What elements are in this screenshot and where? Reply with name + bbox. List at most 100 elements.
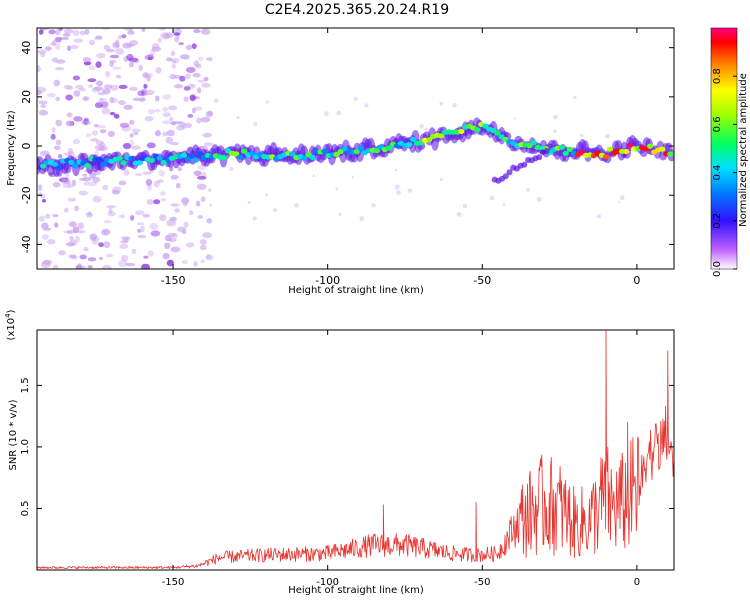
- ridge-core: [100, 161, 107, 167]
- noise-blob: [72, 29, 80, 36]
- noise-blob: [183, 86, 191, 91]
- x-tick-label: 0: [634, 577, 640, 588]
- noise-blob: [142, 213, 150, 218]
- ridge-core: [240, 148, 248, 154]
- noise-blob: [39, 215, 45, 222]
- noise-blob: [166, 219, 177, 227]
- ridge-core: [405, 142, 413, 148]
- noise-blob: [100, 101, 109, 108]
- noise-blob: [54, 36, 62, 43]
- noise-blob: [170, 246, 181, 253]
- noise-blob: [67, 184, 74, 188]
- ridge-core: [667, 151, 674, 157]
- noise-blob: [109, 96, 115, 104]
- noise-blob: [105, 48, 116, 53]
- noise-blob: [115, 39, 120, 44]
- noise-blob: [93, 236, 100, 242]
- noise-blob: [79, 30, 86, 36]
- noise-speck: [424, 128, 428, 131]
- x-tick-label: -150: [162, 577, 185, 588]
- noise-blob: [200, 259, 206, 263]
- noise-blob: [86, 121, 91, 125]
- noise-blob: [128, 57, 139, 63]
- noise-blob: [147, 109, 156, 115]
- noise-blob: [175, 34, 181, 40]
- noise-speck: [396, 190, 401, 195]
- ridge-core: [474, 127, 481, 133]
- noise-blob: [153, 199, 161, 205]
- ridge-core: [236, 154, 244, 160]
- noise-blob: [52, 181, 61, 188]
- noise-blob: [93, 86, 104, 91]
- noise-blob: [144, 54, 155, 61]
- noise-blob: [164, 234, 172, 242]
- noise-speck: [253, 121, 258, 126]
- noise-blob: [192, 72, 201, 78]
- noise-speck: [452, 103, 457, 108]
- noise-speck: [353, 96, 358, 101]
- noise-blob: [147, 184, 152, 191]
- spectrogram-frame: [36, 27, 675, 270]
- noise-blob: [85, 133, 92, 138]
- noise-blob: [73, 90, 81, 97]
- noise-blob: [72, 138, 81, 145]
- noise-blob: [88, 65, 96, 71]
- noise-blob: [71, 255, 79, 260]
- noise-blob: [194, 170, 203, 177]
- noise-blob: [91, 130, 99, 136]
- colorbar-tick-label: 0.4: [712, 165, 723, 181]
- noise-speck: [553, 129, 557, 134]
- noise-blob: [183, 221, 189, 228]
- noise-blob: [205, 111, 214, 118]
- snr-xlabel: Height of straight line (km): [288, 585, 424, 596]
- noise-blob: [170, 174, 179, 180]
- spectrogram-ylabel: Frequency (Hz): [6, 110, 17, 186]
- svg-text:(x104): (x104): [4, 309, 17, 340]
- noise-blob: [101, 264, 112, 269]
- noise-blob: [103, 219, 112, 224]
- noise-blob: [132, 57, 140, 64]
- noise-blob: [87, 78, 97, 83]
- noise-blob: [157, 37, 162, 43]
- snr-series-line: [37, 330, 674, 570]
- y-tick-label: -20: [20, 186, 33, 204]
- noise-blob: [169, 74, 177, 80]
- x-tick-label: -50: [473, 274, 491, 287]
- noise-blob: [94, 102, 103, 109]
- noise-blob: [118, 84, 128, 90]
- noise-blob: [123, 169, 130, 176]
- noise-speck: [513, 117, 517, 120]
- noise-blob: [50, 133, 56, 140]
- noise-blob: [66, 45, 72, 52]
- noise-blob: [200, 28, 211, 35]
- noise-blob: [101, 100, 110, 107]
- noise-blob: [162, 252, 170, 260]
- noise-blob: [190, 83, 196, 90]
- noise-blob: [203, 76, 209, 82]
- noise-speck: [294, 202, 299, 208]
- noise-blob: [179, 54, 190, 60]
- noise-blob: [119, 214, 125, 219]
- noise-speck: [247, 200, 251, 205]
- noise-blob: [126, 53, 134, 61]
- ridge-core: [180, 152, 188, 158]
- noise-blob: [154, 130, 162, 137]
- noise-blob: [141, 28, 146, 32]
- noise-blob: [77, 222, 84, 230]
- ridge-core: [566, 146, 573, 152]
- noise-blob: [99, 145, 108, 152]
- snr-frame: [36, 329, 675, 571]
- colorbar-tick-label: 0.2: [712, 213, 723, 229]
- noise-blob: [195, 200, 201, 207]
- noise-speck: [272, 208, 278, 213]
- snr-multiplier-base: (x10: [6, 318, 17, 341]
- x-tick-label: -100: [316, 577, 339, 588]
- colorbar-tick-label: 0.8: [712, 68, 723, 84]
- noise-blob: [176, 125, 185, 131]
- ridge-core: [72, 163, 79, 169]
- ridge-core: [622, 148, 630, 155]
- noise-blob: [197, 215, 204, 219]
- noise-blob: [83, 246, 89, 252]
- noise-blob: [129, 39, 139, 46]
- noise-blob: [87, 265, 93, 269]
